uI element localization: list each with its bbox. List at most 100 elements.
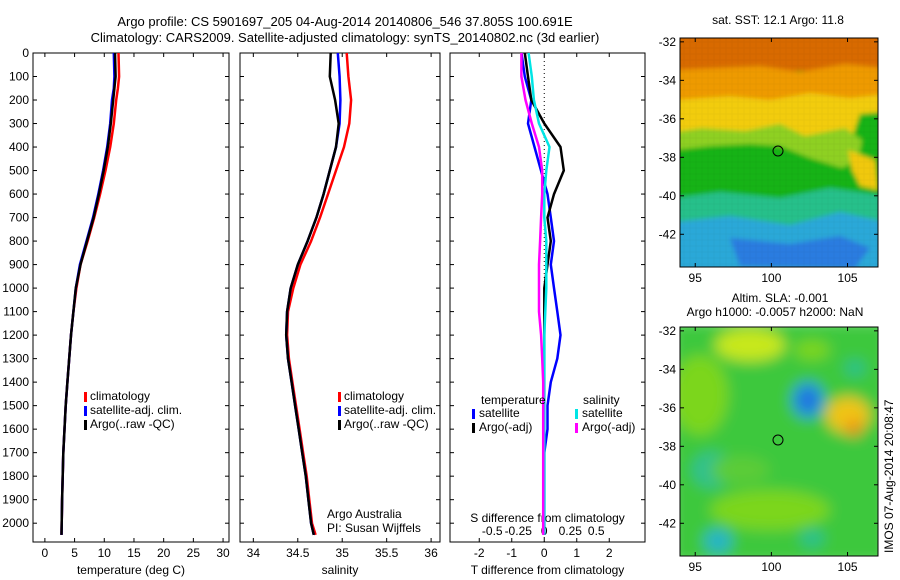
panel-2: 34 34.5 35 35.5 36 salinity climatologysatelli…: [239, 52, 441, 577]
series-line-salinity-argo-adj-: [520, 53, 545, 535]
timestamp: IMOS 07-Aug-2014 20:08:47: [882, 399, 896, 553]
plot-frame: [449, 52, 646, 543]
map-y-label: -34: [659, 73, 677, 87]
x-tick-label: 0: [42, 546, 49, 560]
y-tick-label: 1200: [2, 328, 29, 342]
legend-label: satellite-adj. clim.: [90, 403, 182, 417]
legend-label: Argo(..raw -QC): [344, 417, 429, 431]
legend-label: Argo(-adj): [479, 420, 532, 434]
legend-label: climatology: [344, 389, 404, 403]
x-tick-label: 20: [157, 546, 171, 560]
y-tick-label: 500: [9, 164, 29, 178]
x-tick-label: 10: [98, 546, 112, 560]
x-axis-label: T difference from climatology: [471, 563, 625, 577]
y-tick-label: 400: [9, 140, 29, 154]
legend-label: climatology: [90, 389, 150, 403]
secondary-tick-label: -0.5: [482, 524, 503, 538]
map-y-label: -42: [659, 227, 677, 241]
x-tick-label: 5: [71, 546, 78, 560]
legend-label: satellite: [479, 406, 520, 420]
x-tick-label: 35: [336, 546, 350, 560]
y-tick-label: 900: [9, 258, 29, 272]
series-line-climatology: [285, 52, 353, 536]
map-y-label: -40: [659, 189, 677, 203]
map-y-label: -42: [659, 516, 677, 530]
panel-1: 0 100 200 300 400 500 600 700 800 900 1000 1100 1200…: [2, 46, 230, 577]
x-tick-label: 0: [541, 546, 548, 560]
legend-swatch: [84, 392, 87, 402]
credit-line1: Argo Australia: [327, 507, 402, 521]
sla-map: Altim. SLA: -0.001 Argo h1000: -0.0057 h…: [659, 291, 879, 574]
legend-label: Argo(..raw -QC): [90, 417, 175, 431]
legend-swatch: [338, 420, 341, 430]
legend-swatch: [84, 420, 87, 430]
y-tick-label: 600: [9, 187, 29, 201]
x-tick-label: 15: [127, 546, 141, 560]
y-tick-label: 700: [9, 211, 29, 225]
legend-swatch: [472, 423, 475, 433]
x-tick-label: 2: [606, 546, 613, 560]
sst-title: sat. SST: 12.1 Argo: 11.8: [712, 13, 844, 27]
y-tick-label: 200: [9, 93, 29, 107]
map-x-label: 95: [689, 560, 703, 574]
series-line-satellite-adj-clim-: [284, 52, 342, 536]
x-tick-label: -2: [474, 546, 485, 560]
secondary-tick-label: 0.25: [559, 524, 583, 538]
map-y-label: -32: [659, 35, 677, 49]
map-x-label: 95: [689, 271, 703, 285]
header-line2: Climatology: CARS2009. Satellite-adjuste…: [91, 30, 600, 45]
secondary-tick-label: 0.5: [588, 524, 605, 538]
y-tick-label: 1300: [2, 352, 29, 366]
sst-map: sat. SST: 12.1 Argo: 11.8 -32-34-36-38-4: [659, 13, 879, 285]
legend-swatch: [575, 423, 578, 433]
x-tick-label: 35.5: [375, 546, 399, 560]
y-tick-label: 1000: [2, 281, 29, 295]
legend-swatch: [472, 409, 475, 419]
header-line1: Argo profile: CS 5901697_205 04-Aug-2014…: [117, 14, 573, 29]
x-tick-label: 1: [573, 546, 580, 560]
legend-swatch: [338, 406, 341, 416]
plot-frame: [239, 52, 441, 543]
x-tick-label: 30: [216, 546, 230, 560]
y-tick-label: 1900: [2, 493, 29, 507]
legend-label: Argo(-adj): [582, 420, 635, 434]
map-y-label: -38: [659, 439, 677, 453]
map-y-label: -38: [659, 150, 677, 164]
map-y-label: -32: [659, 324, 677, 338]
x-tick-label: 34.5: [286, 546, 310, 560]
series-line-argo-raw-qc-: [284, 52, 340, 536]
x-tick-label: 34: [247, 546, 261, 560]
x-tick-label: -1: [506, 546, 517, 560]
series-line-satellite-adj-clim-: [60, 52, 116, 535]
sla-argo-marker: [772, 434, 784, 446]
secondary-axis-label: S difference from climatology: [470, 511, 625, 525]
credit-line2: PI: Susan Wijffels: [327, 521, 421, 535]
map-x-label: 105: [838, 271, 858, 285]
map-y-label: -34: [659, 362, 677, 376]
panel-3: -2 -1 0 1 2 T difference from climatology -0.5…: [449, 52, 646, 577]
legend-heading-salinity: salinity: [583, 393, 620, 407]
map-x-label: 100: [761, 271, 781, 285]
x-tick-label: 25: [187, 546, 201, 560]
x-axis-label: temperature (deg C): [77, 563, 185, 577]
sst-argo-marker: [772, 145, 784, 157]
profile-panels: 0100200300400500600700800900100011001200…: [2, 46, 646, 577]
x-axis-label: salinity: [322, 563, 359, 577]
sla-title-line1: Altim. SLA: -0.001: [732, 291, 829, 305]
y-tick-label: 1700: [2, 446, 29, 460]
legend-swatch: [84, 406, 87, 416]
y-tick-label: 1100: [3, 305, 29, 319]
y-tick-label: 100: [9, 70, 29, 84]
y-tick-label: 300: [9, 117, 29, 131]
y-tick-label: 800: [9, 234, 29, 248]
map-x-label: 100: [761, 560, 781, 574]
plot-frame: [32, 52, 230, 543]
y-tick-label: 1600: [2, 422, 29, 436]
map-x-label: 105: [838, 560, 858, 574]
series-line-argo-raw-qc-: [60, 52, 117, 535]
legend-swatch: [575, 409, 578, 419]
secondary-tick-label: -0.25: [505, 524, 533, 538]
legend-label: satellite-adj. clim.: [344, 403, 436, 417]
